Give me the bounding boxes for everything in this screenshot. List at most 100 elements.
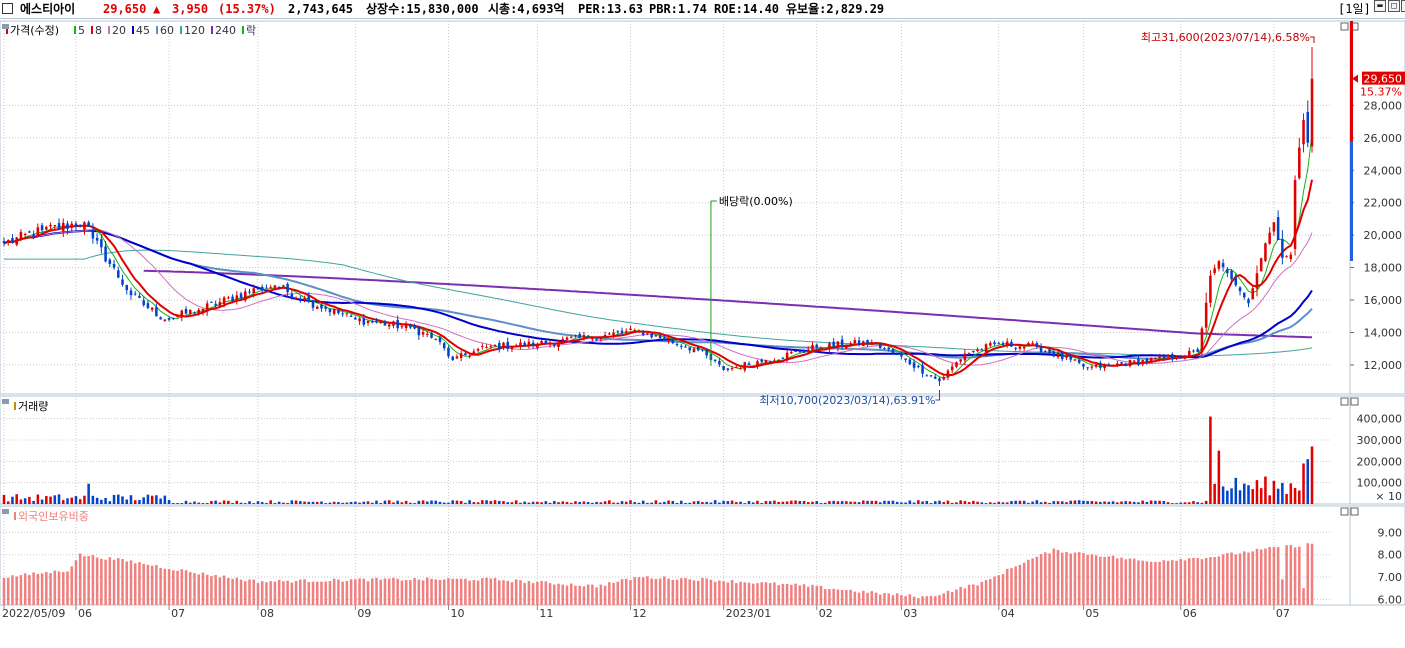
foreign-ratio-bar xyxy=(197,574,200,605)
foreign-ratio-bar xyxy=(845,590,848,605)
candle-body xyxy=(362,318,366,325)
volume-bar xyxy=(980,502,984,504)
volume-bar xyxy=(895,501,899,504)
volume-bar xyxy=(66,498,69,504)
candle-body xyxy=(1298,147,1301,179)
foreign-ratio-bar xyxy=(1187,558,1191,605)
volume-bar xyxy=(1094,501,1098,504)
volume-bar xyxy=(1035,500,1039,504)
stock-name[interactable]: 에스티아이 xyxy=(20,2,76,16)
foreign-ratio-bar xyxy=(1209,557,1212,605)
volume-bar xyxy=(138,500,141,504)
foreign-ratio-bar xyxy=(959,586,962,605)
foreign-ratio-bar xyxy=(146,564,150,605)
dividend-annotation: 배당락(0.00%) xyxy=(719,195,793,208)
candle-body xyxy=(303,298,306,300)
candle-body xyxy=(222,297,226,305)
foreign-ratio-bar xyxy=(1048,553,1051,605)
volume-bar xyxy=(527,502,531,504)
panel-frames xyxy=(0,20,1405,606)
candle-body xyxy=(718,361,721,365)
foreign-ratio-bars xyxy=(2,543,1314,605)
volume-axis-label: 300,000 xyxy=(1357,434,1403,447)
foreign-ratio-bar xyxy=(519,580,522,605)
candle-body xyxy=(696,347,700,351)
volume-bar xyxy=(493,500,497,504)
period-selector[interactable]: [1일] xyxy=(1338,2,1371,16)
volume-bar xyxy=(332,501,336,504)
candle-body xyxy=(273,285,277,288)
candle-body xyxy=(159,317,162,320)
legend-swatch xyxy=(180,26,182,34)
foreign-ratio-bar xyxy=(938,595,941,605)
foreign-ratio-bar xyxy=(764,582,768,605)
volume-bar xyxy=(112,494,116,504)
maximize-icon[interactable]: □ xyxy=(1388,0,1400,12)
candle-body xyxy=(1226,269,1229,274)
candle-body xyxy=(1111,364,1115,366)
volume-bar xyxy=(235,500,239,504)
candle-body xyxy=(1065,356,1068,358)
candle-body xyxy=(133,293,137,295)
candle-body xyxy=(6,240,10,242)
candle-body xyxy=(497,343,501,350)
volume-bar xyxy=(925,500,929,504)
foreign-ratio-bar xyxy=(955,589,958,605)
volume-bar xyxy=(176,502,179,504)
foreign-ratio-bar xyxy=(658,578,662,605)
stock-select-checkbox[interactable] xyxy=(2,3,13,14)
foreign-ratio-bar xyxy=(434,579,438,605)
volume-bar xyxy=(248,501,251,504)
foreign-ratio-bar xyxy=(527,581,531,605)
candle-body xyxy=(1268,232,1271,244)
volume-bar xyxy=(1217,450,1221,504)
foreign-ratio-bar xyxy=(358,578,361,605)
candle-body xyxy=(777,359,780,363)
candle-body xyxy=(760,359,763,362)
candle-body xyxy=(459,353,463,358)
foreign-ratio-bar xyxy=(133,563,137,605)
volume-bar xyxy=(1145,502,1149,504)
volume-bar xyxy=(57,494,61,504)
foreign-ratio-bar xyxy=(87,556,90,605)
candle-body xyxy=(1221,263,1225,268)
volume-bar xyxy=(375,500,378,504)
candle-body xyxy=(91,229,95,239)
volume-bar xyxy=(476,502,480,504)
foreign-ratio-bar xyxy=(117,558,120,605)
foreign-ratio-bar xyxy=(1179,559,1183,605)
volume-bar xyxy=(828,501,831,504)
foreign-ratio-bar xyxy=(150,565,154,605)
candle-body xyxy=(557,342,560,348)
volume-bar xyxy=(125,499,129,504)
candle-body xyxy=(1044,351,1047,353)
foreign-ratio-bar xyxy=(409,580,412,605)
volume-bar xyxy=(891,500,895,504)
foreign-ratio-bar xyxy=(946,590,950,605)
candle-body xyxy=(328,308,332,313)
volume-bar xyxy=(548,502,552,504)
foreign-ratio-bar xyxy=(768,583,772,605)
candle-body xyxy=(40,225,44,231)
candle-body xyxy=(976,349,979,352)
candle-body xyxy=(387,324,391,327)
volume-bar xyxy=(972,500,975,504)
candle-body xyxy=(967,352,971,354)
candle-body xyxy=(277,286,281,289)
foreign-ratio-bar xyxy=(1035,556,1039,605)
foreign-ratio-bar xyxy=(781,583,785,605)
stock-chart[interactable]: 최고31,600(2023/07/14),6.58% 최저10,700(2023/… xyxy=(0,19,1405,648)
minimize-icon[interactable]: ▬ xyxy=(1374,0,1386,12)
volume-bar xyxy=(239,502,243,504)
foreign-ratio-bar xyxy=(66,571,69,605)
volume-bar xyxy=(773,500,776,504)
candle-body xyxy=(49,224,52,227)
candle-body xyxy=(61,222,65,231)
volume-bar xyxy=(193,501,196,504)
foreign-ratio-bar xyxy=(455,578,459,605)
volume-bar xyxy=(680,500,683,504)
foreign-ratio-bar xyxy=(777,585,780,605)
volume-bar xyxy=(1268,495,1271,504)
close-icon[interactable] xyxy=(1401,0,1405,12)
foreign-ratio-bar xyxy=(1276,547,1280,605)
